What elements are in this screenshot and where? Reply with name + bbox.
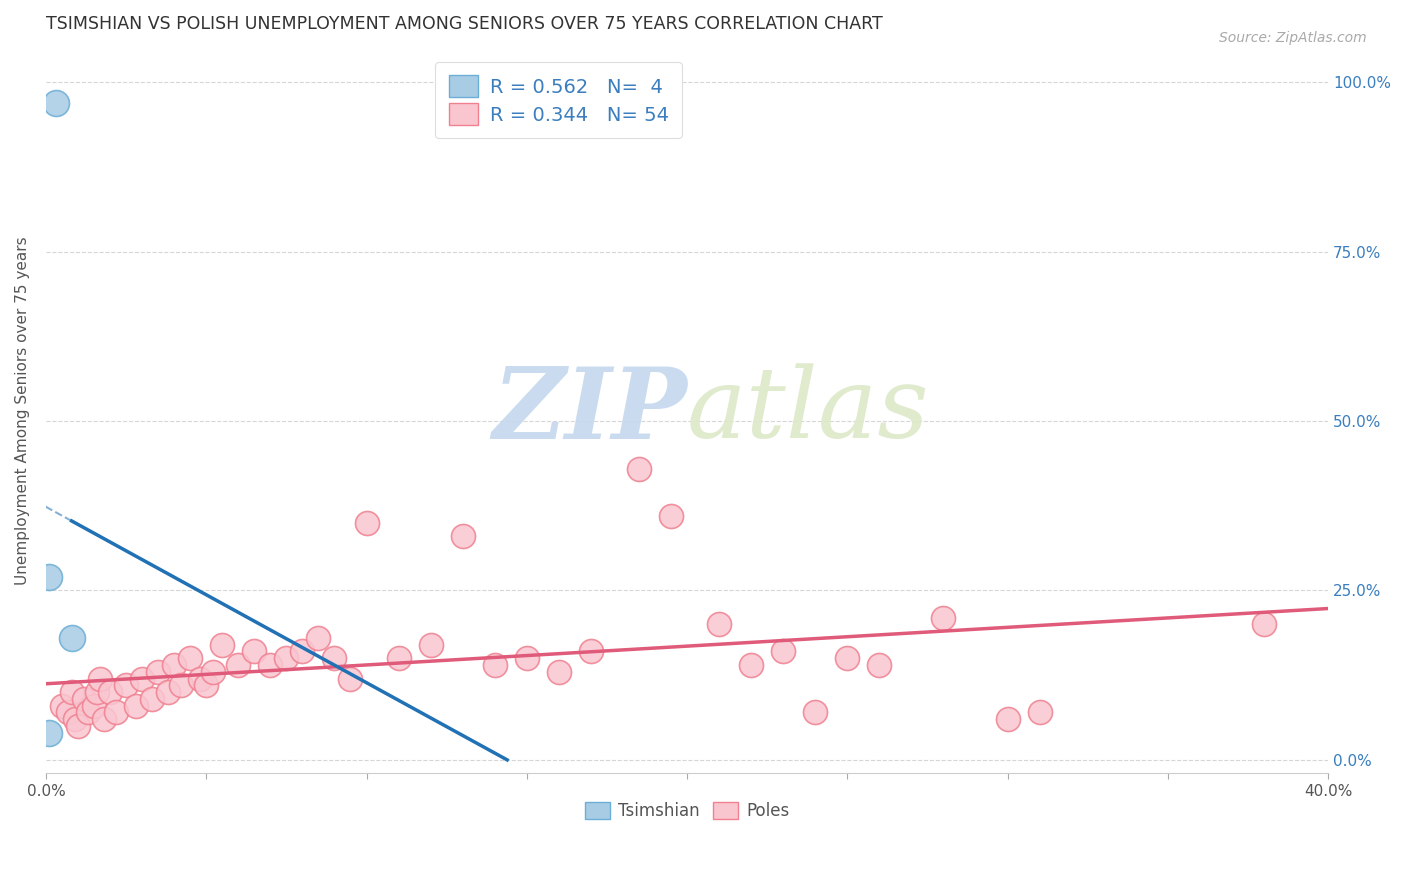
Point	[707, 617, 730, 632]
Point	[627, 461, 650, 475]
Point	[131, 672, 153, 686]
Legend: Tsimshian, Poles: Tsimshian, Poles	[578, 796, 796, 827]
Point	[169, 678, 191, 692]
Point	[58, 706, 80, 720]
Text: atlas: atlas	[688, 363, 929, 458]
Point	[451, 529, 474, 543]
Y-axis label: Unemployment Among Seniors over 75 years: Unemployment Among Seniors over 75 years	[15, 236, 30, 585]
Point	[60, 685, 83, 699]
Point	[60, 631, 83, 645]
Point	[195, 678, 218, 692]
Point	[98, 685, 121, 699]
Point	[125, 698, 148, 713]
Point	[516, 651, 538, 665]
Point	[339, 672, 361, 686]
Point	[226, 658, 249, 673]
Point	[323, 651, 346, 665]
Point	[243, 644, 266, 658]
Point	[356, 516, 378, 530]
Point	[740, 658, 762, 673]
Point	[66, 719, 89, 733]
Text: ZIP: ZIP	[492, 363, 688, 459]
Point	[804, 706, 827, 720]
Point	[115, 678, 138, 692]
Point	[259, 658, 281, 673]
Point	[387, 651, 409, 665]
Point	[201, 665, 224, 679]
Point	[868, 658, 890, 673]
Point	[105, 706, 128, 720]
Point	[146, 665, 169, 679]
Point	[73, 692, 96, 706]
Point	[484, 658, 506, 673]
Point	[51, 698, 73, 713]
Point	[1028, 706, 1050, 720]
Point	[38, 570, 60, 584]
Point	[188, 672, 211, 686]
Point	[163, 658, 186, 673]
Point	[276, 651, 298, 665]
Point	[38, 726, 60, 740]
Point	[997, 712, 1019, 726]
Point	[179, 651, 201, 665]
Point	[89, 672, 111, 686]
Point	[659, 508, 682, 523]
Point	[772, 644, 794, 658]
Point	[156, 685, 179, 699]
Point	[141, 692, 163, 706]
Point	[211, 638, 233, 652]
Text: Source: ZipAtlas.com: Source: ZipAtlas.com	[1219, 31, 1367, 45]
Point	[307, 631, 329, 645]
Point	[76, 706, 98, 720]
Point	[932, 610, 955, 624]
Point	[93, 712, 115, 726]
Point	[45, 95, 67, 110]
Point	[837, 651, 859, 665]
Point	[63, 712, 86, 726]
Point	[579, 644, 602, 658]
Point	[291, 644, 314, 658]
Point	[1253, 617, 1275, 632]
Point	[83, 698, 105, 713]
Point	[86, 685, 108, 699]
Point	[547, 665, 569, 679]
Text: TSIMSHIAN VS POLISH UNEMPLOYMENT AMONG SENIORS OVER 75 YEARS CORRELATION CHART: TSIMSHIAN VS POLISH UNEMPLOYMENT AMONG S…	[46, 15, 883, 33]
Point	[419, 638, 441, 652]
